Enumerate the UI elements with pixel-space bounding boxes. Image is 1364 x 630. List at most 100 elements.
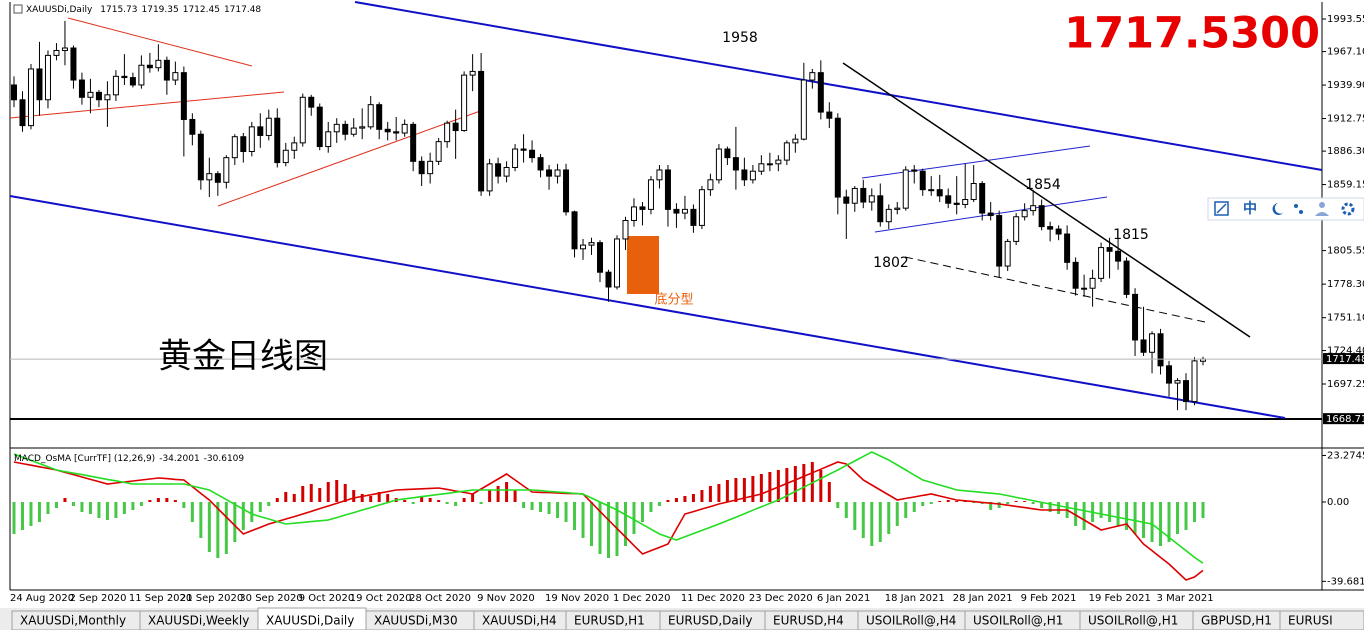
candle-body (681, 208, 688, 214)
x-tick-label: 18 Jan 2021 (885, 593, 945, 604)
tab[interactable] (1279, 610, 1364, 630)
candle-body (248, 126, 255, 152)
histogram-bar (946, 500, 950, 502)
histogram-bar (802, 464, 806, 502)
candle-body (401, 123, 408, 134)
macd-header-value: MACD_OsMA [CurrTF] (12,26,9) (14, 454, 155, 464)
histogram-bar (335, 480, 339, 502)
macd-line (13, 451, 1204, 564)
tabs: XAUUSDi,Monthly XAUUSDi,Weekly XAUUSDi,Dai… (11, 607, 1364, 630)
tab-label[interactable]: USOILRoll@,H1 (1088, 614, 1178, 628)
bid-price: 1717.5300 (1064, 9, 1320, 59)
candle-body (503, 167, 510, 177)
tab-label[interactable]: XAUUSDi,M30 (374, 614, 458, 628)
histogram-bar (1184, 502, 1188, 530)
toolbar-icon[interactable] (1214, 201, 1229, 216)
histogram-bar (437, 500, 441, 502)
candle-body (1081, 287, 1088, 290)
candle-body (885, 208, 892, 223)
candle-body (834, 117, 841, 198)
histogram-bar (199, 502, 203, 538)
candle-body (1132, 293, 1139, 341)
histogram-bar (708, 486, 712, 502)
moon-icon[interactable] (1272, 203, 1283, 215)
histogram-bar (955, 501, 959, 502)
histogram-bar (20, 502, 24, 530)
candle-body (1038, 205, 1045, 228)
candle-body (376, 104, 383, 130)
toolbar: 中 (1207, 197, 1364, 221)
x-tick-label: 30 Sep 2020 (239, 593, 302, 604)
rising-line (217, 109, 484, 207)
histogram-bar (122, 502, 126, 514)
candle-body (766, 163, 773, 166)
candle-body (639, 206, 646, 210)
candle-body (554, 169, 561, 177)
tab-label[interactable]: XAUUSDi,H4 (482, 614, 557, 628)
tab-label[interactable]: EURUSI (1288, 614, 1333, 628)
candle-body (1174, 380, 1181, 384)
candle-body (104, 94, 111, 101)
histogram-bar (870, 502, 874, 546)
histogram-bar (54, 502, 58, 508)
histogram-bar (1108, 502, 1112, 522)
histogram-bar (632, 502, 636, 534)
candle-body (928, 189, 935, 192)
histogram-bar (904, 502, 908, 518)
histogram-bar (46, 502, 50, 514)
macd-header-value: -34.2001 (159, 454, 199, 464)
histogram-bar (683, 496, 687, 502)
tab-label[interactable]: EURUSD,H4 (773, 614, 844, 628)
histogram-bar (657, 502, 661, 506)
candle-body (1098, 247, 1105, 279)
candle-body (452, 122, 459, 132)
candle-body (265, 117, 272, 136)
x-tick-label: 19 Oct 2020 (350, 593, 412, 604)
y-tick-label: 1805.55 (1327, 246, 1364, 257)
histogram-bar (522, 502, 526, 508)
tab-label[interactable]: XAUUSDi,Weekly (148, 614, 249, 628)
tab-label[interactable]: EURUSD,Daily (668, 614, 753, 628)
candle-body (715, 148, 722, 181)
candle-body (393, 131, 400, 134)
y-tick-label: 1912.75 (1327, 114, 1364, 125)
candle-body (308, 96, 315, 108)
histogram-bar (530, 502, 534, 510)
header-value: 1712.45 (183, 5, 220, 15)
punct-icon[interactable] (1294, 204, 1298, 208)
ime-button[interactable]: 中 (1243, 200, 1257, 217)
tab-label[interactable]: XAUUSDi,Monthly (20, 614, 126, 628)
candle-body (520, 148, 527, 151)
user-icon[interactable] (1319, 202, 1325, 208)
tab-label[interactable]: XAUUSDi,Daily (266, 614, 354, 628)
histogram-bar (343, 484, 347, 502)
histogram-bar (386, 494, 390, 502)
tab-label[interactable]: GBPUSD,H1 (1201, 614, 1272, 628)
punct-icon (1299, 210, 1303, 214)
candle-body (1021, 210, 1028, 218)
histogram-bar (318, 488, 322, 502)
candle-body (240, 136, 247, 152)
candle-body (486, 163, 493, 192)
candle-body (877, 195, 884, 223)
tab-label[interactable]: USOILRoll@,H1 (973, 614, 1063, 628)
candle-body (698, 189, 705, 226)
y-tick-label: 1778.30 (1327, 279, 1364, 290)
candle-body (851, 187, 858, 204)
candle-body (919, 170, 926, 191)
tab-label[interactable]: USOILRoll@,H4 (866, 614, 956, 628)
candle-body (495, 163, 502, 177)
triangle-upper (67, 17, 253, 67)
histogram-bar (938, 501, 942, 502)
settings-icon[interactable] (1341, 202, 1355, 216)
histogram-bar (929, 502, 933, 504)
histogram-bar (1159, 502, 1163, 546)
candle-body (664, 169, 671, 210)
candle-body (78, 79, 85, 98)
tab-label[interactable]: EURUSD,H1 (574, 614, 645, 628)
histogram-bar (216, 502, 220, 558)
chart-header: XAUUSDi,Daily 1715.73 1719.35 1712.45 1717.4… (26, 5, 261, 15)
histogram-bar (97, 502, 101, 518)
candle-body (843, 196, 850, 204)
candle-body (1047, 226, 1054, 230)
